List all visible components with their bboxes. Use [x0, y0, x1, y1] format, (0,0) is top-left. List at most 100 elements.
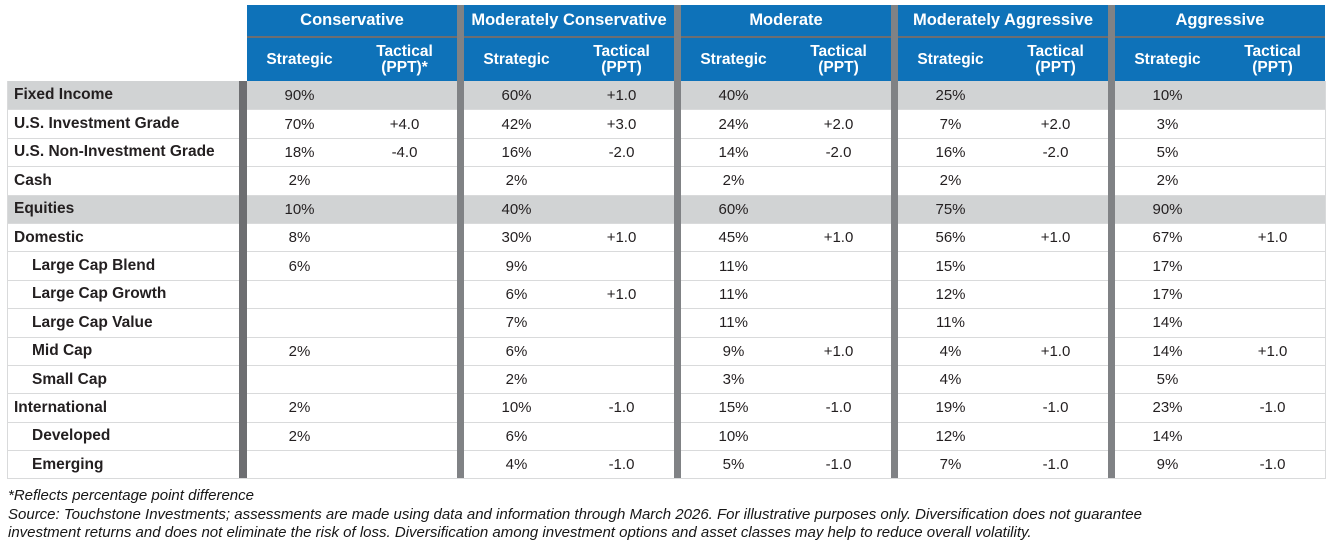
tactical-value: -1.0: [786, 393, 891, 422]
tactical-value: +2.0: [786, 109, 891, 138]
row-label: U.S. Non-Investment Grade: [8, 137, 239, 167]
tactical-header-line2: (PPT): [1252, 58, 1293, 76]
section-divider: [674, 222, 681, 252]
tactical-value: [352, 81, 457, 110]
strategic-value: 18%: [247, 137, 352, 167]
strategic-value: 6%: [247, 251, 352, 280]
tactical-value: [786, 251, 891, 280]
header-spacer: [8, 36, 247, 81]
source-note-line1: Source: Touchstone Investments; assessme…: [8, 505, 1142, 523]
strategic-value: 16%: [464, 137, 569, 167]
strategic-header: Strategic: [247, 36, 352, 81]
strategic-value: 8%: [247, 222, 352, 252]
section-divider: [674, 393, 681, 422]
tactical-value: [786, 166, 891, 195]
label-divider: [239, 81, 247, 110]
tactical-header-line1: Tactical: [376, 42, 433, 60]
section-divider: [457, 421, 464, 451]
tactical-value: -1.0: [1220, 393, 1325, 422]
strategic-value: 5%: [681, 450, 786, 479]
tactical-value: [569, 308, 674, 337]
strategic-value: 45%: [681, 222, 786, 252]
strategic-value: 67%: [1115, 222, 1220, 252]
label-divider: [239, 166, 247, 195]
section-divider: [674, 308, 681, 337]
row-label: Cash: [8, 166, 239, 195]
table-row: U.S. Non-Investment Grade 18% -4.0 16% -…: [8, 137, 1325, 167]
section-divider: [1108, 81, 1115, 110]
section-divider: [674, 364, 681, 394]
strategic-value: 9%: [1115, 450, 1220, 479]
section-divider: [457, 36, 464, 81]
strategic-value: 7%: [464, 308, 569, 337]
tactical-value: [786, 194, 891, 223]
strategic-value: 11%: [898, 308, 1003, 337]
table-row: Small Cap 2% 3% 4% 5%: [8, 364, 1325, 394]
label-divider: [239, 279, 247, 309]
strategic-header: Strategic: [681, 36, 786, 81]
row-label: Mid Cap: [8, 336, 239, 365]
section-divider: [674, 5, 681, 36]
tactical-value: +1.0: [1220, 336, 1325, 365]
section-divider: [891, 336, 898, 365]
tactical-header-line1: Tactical: [1027, 42, 1084, 60]
section-divider: [891, 450, 898, 479]
section-divider: [891, 364, 898, 394]
strategic-value: [247, 308, 352, 337]
strategic-value: 90%: [1115, 194, 1220, 223]
tactical-value: -1.0: [1003, 393, 1108, 422]
label-divider: [239, 393, 247, 422]
tactical-value: [569, 364, 674, 394]
section-divider: [1108, 137, 1115, 167]
section-divider: [674, 450, 681, 479]
section-divider: [891, 251, 898, 280]
strategic-value: 4%: [464, 450, 569, 479]
section-divider: [1108, 109, 1115, 138]
label-divider: [239, 137, 247, 167]
tactical-value: [569, 421, 674, 451]
table-row: Fixed Income 90% 60% +1.0 40% 25% 10%: [8, 81, 1325, 110]
strategic-value: 40%: [464, 194, 569, 223]
section-divider: [457, 251, 464, 280]
section-divider: [891, 137, 898, 167]
source-note-line2: investment returns and does not eliminat…: [8, 524, 1032, 542]
section-divider: [457, 5, 464, 36]
strategic-value: 4%: [898, 364, 1003, 394]
tactical-value: -4.0: [352, 137, 457, 167]
section-divider: [1108, 308, 1115, 337]
section-divider: [674, 336, 681, 365]
strategic-value: 25%: [898, 81, 1003, 110]
tactical-value: [352, 222, 457, 252]
tactical-value: -1.0: [1220, 450, 1325, 479]
table-row: International 2% 10% -1.0 15% -1.0 19% -…: [8, 393, 1325, 422]
strategic-value: 4%: [898, 336, 1003, 365]
strategic-value: [247, 364, 352, 394]
allocation-table: Conservative Moderately Conservative Mod…: [7, 5, 1326, 480]
footnotes: *Reflects percentage point difference So…: [8, 487, 1331, 543]
tactical-value: [786, 81, 891, 110]
strategic-value: [247, 450, 352, 479]
tactical-value: +1.0: [786, 222, 891, 252]
section-divider: [674, 279, 681, 309]
section-divider: [1108, 166, 1115, 195]
tactical-header-line1: Tactical: [1244, 42, 1301, 60]
strategic-value: 16%: [898, 137, 1003, 167]
footnote-ppt: *Reflects percentage point difference: [8, 487, 254, 505]
strategic-header: Strategic: [898, 36, 1003, 81]
label-divider: [239, 308, 247, 337]
profile-header-row: Conservative Moderately Conservative Mod…: [8, 5, 1325, 36]
strategic-value: 14%: [1115, 336, 1220, 365]
strategic-value: 2%: [247, 336, 352, 365]
section-divider: [891, 36, 898, 81]
strategic-value: 17%: [1115, 279, 1220, 309]
section-divider: [1108, 336, 1115, 365]
tactical-header: Tactical (PPT): [786, 36, 891, 81]
tactical-value: -1.0: [1003, 450, 1108, 479]
section-divider: [674, 109, 681, 138]
tactical-value: [1220, 166, 1325, 195]
row-label: Large Cap Value: [8, 308, 239, 337]
strategic-value: 11%: [681, 251, 786, 280]
table-row: Large Cap Growth 6% +1.0 11% 12% 17%: [8, 279, 1325, 309]
strategic-value: 7%: [898, 109, 1003, 138]
row-label: Equities: [8, 194, 239, 223]
